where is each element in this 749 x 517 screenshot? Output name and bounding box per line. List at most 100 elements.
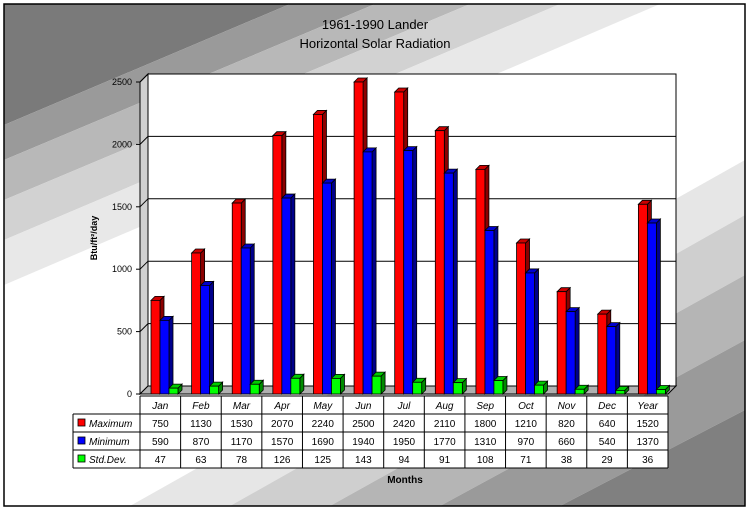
bar-side [209, 280, 215, 395]
y-axis-label: Btu/ft²/day [89, 216, 99, 261]
bar-face [209, 385, 220, 395]
bar-side [615, 321, 621, 395]
data-label: 1370 [637, 437, 660, 448]
bar-face [290, 377, 301, 395]
bar-face [606, 326, 617, 395]
bar-side [534, 267, 539, 395]
data-label: 143 [355, 455, 372, 466]
bar-stddev-sep [492, 375, 508, 395]
data-label: 1800 [474, 419, 497, 430]
x-tick-label: Oct [518, 401, 535, 412]
y-tick-label: 1000 [112, 264, 132, 274]
bar-face [168, 387, 179, 395]
bar-face [240, 247, 251, 395]
bar-face [597, 313, 608, 395]
bar-face [493, 380, 504, 395]
bar-side [452, 168, 458, 395]
legend-label: Std.Dev. [89, 455, 127, 466]
bar-stddev-aug [452, 377, 468, 395]
x-tick-label: Apr [273, 401, 290, 412]
data-label: 1570 [271, 437, 294, 448]
bar-face [272, 135, 283, 395]
bar-face [615, 389, 626, 395]
bar-face [191, 252, 202, 395]
data-label: 1940 [352, 437, 375, 448]
legend-label: Minimum [89, 437, 130, 448]
bar-face [637, 203, 648, 395]
x-tick-label: Sep [476, 401, 494, 412]
data-label: 590 [152, 437, 169, 448]
data-label: 108 [477, 455, 494, 466]
table-header-bg [140, 396, 668, 414]
plot-area: 0 500 1000 1500 2000 2500 [112, 72, 678, 399]
gridline-side [139, 323, 149, 332]
data-label: 1310 [474, 437, 497, 448]
bar-minimum-year [646, 218, 662, 395]
data-label: 870 [193, 437, 210, 448]
bar-face [394, 91, 405, 395]
data-label: 640 [599, 419, 616, 430]
data-label: 63 [195, 455, 207, 466]
bar-stddev-year [655, 384, 671, 395]
table-body-bg [73, 414, 668, 468]
bar-side [412, 145, 418, 395]
x-tick-label: May [313, 401, 333, 412]
bar-stddev-jun [371, 371, 387, 395]
x-tick-label: Jul [397, 401, 412, 412]
bar-face [281, 197, 292, 395]
bar-minimum-oct [524, 267, 540, 395]
y-tick-label: 2500 [112, 77, 132, 87]
bar-face [434, 130, 445, 395]
bar-side [493, 225, 499, 395]
data-label: 820 [558, 419, 575, 430]
bar-face [412, 381, 423, 395]
y-tick-label: 0 [127, 389, 132, 399]
gridline-side [139, 73, 149, 83]
y-tick-label: 2000 [112, 139, 132, 149]
data-label: 91 [439, 455, 451, 466]
data-label: 29 [602, 455, 614, 466]
bar-stddev-apr [289, 373, 305, 395]
bar-minimum-dec [605, 321, 621, 395]
bar-face [331, 377, 341, 395]
legend-swatch [77, 454, 86, 463]
bar-stddev-may [330, 373, 346, 395]
bar-side [574, 306, 580, 395]
bar-face [534, 384, 544, 395]
x-tick-label: Jun [354, 401, 372, 412]
bar-minimum-nov [565, 306, 581, 395]
data-label: 1170 [231, 437, 253, 448]
bar-minimum-jun [362, 146, 378, 395]
bar-face [231, 202, 242, 395]
x-tick-label: Mar [233, 401, 251, 412]
data-label: 38 [561, 455, 573, 466]
x-tick-label: Jan [151, 401, 169, 412]
bar-minimum-jan [159, 315, 174, 395]
bar-stddev-feb [208, 381, 224, 395]
bar-face [371, 375, 382, 395]
bar-stddev-dec [614, 385, 630, 395]
bar-stddev-oct [533, 380, 549, 395]
bar-stddev-nov [574, 384, 590, 395]
chart-title: 1961-1990 Lander [322, 17, 429, 32]
bar-face [362, 151, 373, 395]
data-label: 2070 [271, 419, 294, 430]
bar-face [574, 388, 585, 395]
bar-minimum-apr [280, 193, 296, 395]
data-label: 71 [520, 455, 532, 466]
legend-swatch [77, 418, 86, 427]
bar-face [655, 389, 666, 395]
bar-face [443, 172, 454, 395]
data-label: 125 [314, 455, 331, 466]
x-axis-label: Months [387, 475, 423, 486]
legend-swatch [77, 436, 86, 445]
bar-face [353, 81, 364, 395]
bar-face [484, 230, 495, 395]
data-label: 2500 [352, 419, 375, 430]
data-label: 1130 [190, 419, 212, 430]
plot-side-wall [139, 72, 149, 396]
bar-side [168, 315, 174, 395]
data-label: 47 [155, 455, 167, 466]
bar-face [646, 222, 657, 395]
bar-face [556, 291, 567, 395]
